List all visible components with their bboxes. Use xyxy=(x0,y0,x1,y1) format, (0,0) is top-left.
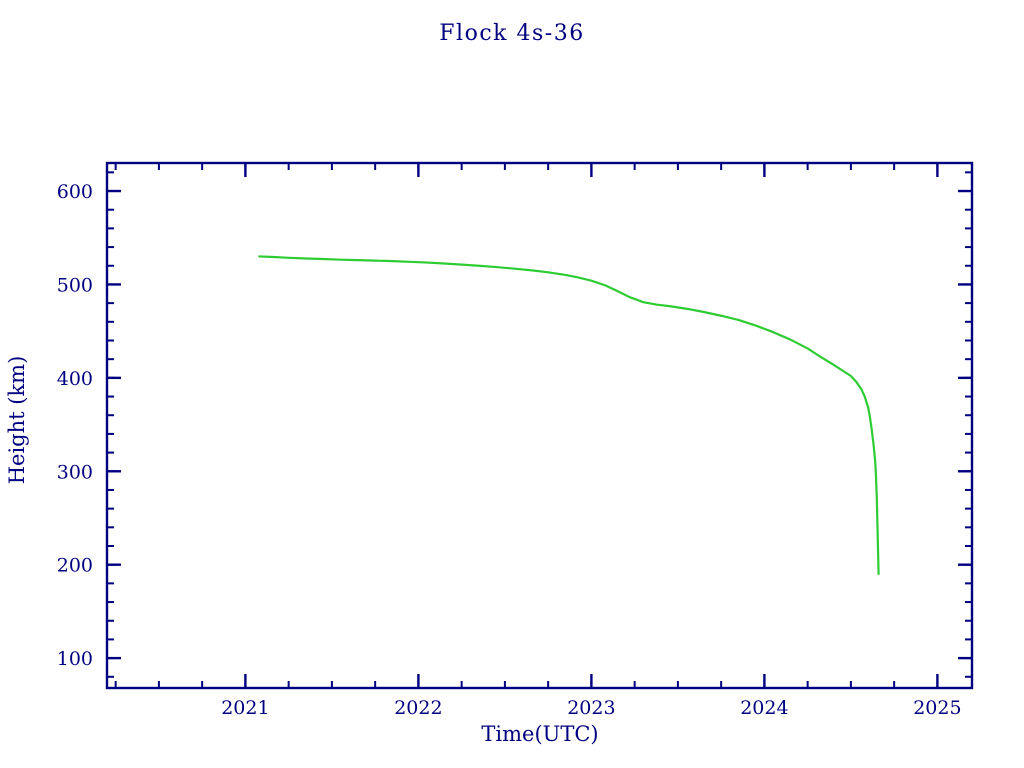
axis-major-ticks xyxy=(107,163,972,688)
chart-title: Flock 4s-36 xyxy=(439,21,584,46)
x-tick-label: 2025 xyxy=(913,697,961,719)
x-tick-label: 2023 xyxy=(567,697,615,719)
x-tick-label: 2024 xyxy=(740,697,788,719)
axis-tick-labels: 2021 2022 2023 2024 2025 100 200 300 400 500 600 xyxy=(57,181,962,719)
plot-frame xyxy=(105,161,974,690)
y-axis-label: Height (km) xyxy=(5,356,29,485)
y-tick-label: 300 xyxy=(57,461,93,483)
data-series-line xyxy=(258,255,880,576)
x-tick-label: 2022 xyxy=(394,697,442,719)
x-axis-label: Time(UTC) xyxy=(481,722,598,746)
y-tick-label: 200 xyxy=(57,555,93,577)
x-tick-label: 2021 xyxy=(221,697,269,719)
plot-background xyxy=(107,163,972,688)
y-tick-label: 500 xyxy=(57,274,93,296)
y-tick-label: 600 xyxy=(57,181,93,203)
y-tick-label: 400 xyxy=(57,368,93,390)
y-tick-label: 100 xyxy=(57,648,93,670)
data-series-group xyxy=(258,255,880,576)
